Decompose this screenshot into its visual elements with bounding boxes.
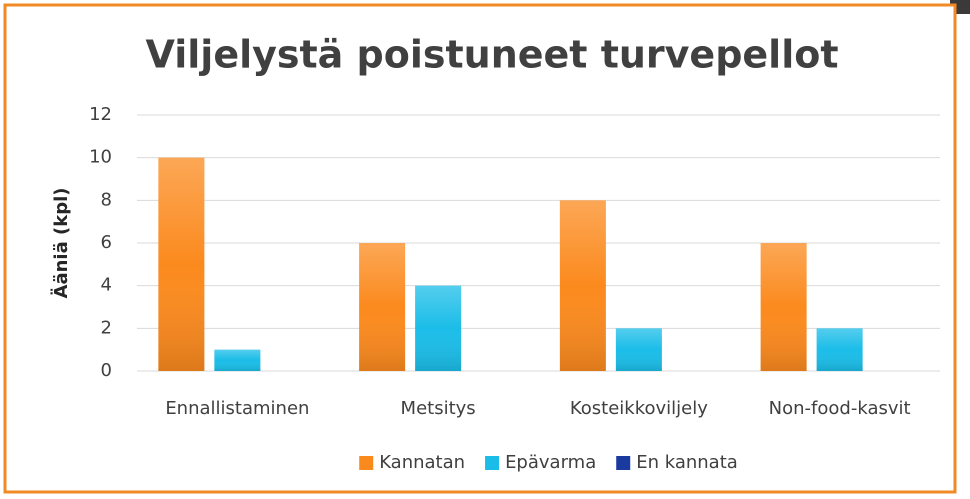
legend-swatch [616,456,631,470]
legend-label: En kannata [636,452,738,473]
y-tick-label: 12 [89,104,112,125]
bar [559,200,606,371]
bar [158,157,205,371]
bar [816,328,863,371]
x-tick-label: Metsitys [401,398,476,419]
y-tick-label: 10 [89,147,112,168]
bar [214,349,261,371]
x-tick-label: Kosteikkoviljely [570,398,708,419]
chart-title: Viljelystä poistuneet turvepellot [146,33,839,77]
x-tick-label: Non-food-kasvit [769,398,911,419]
y-tick-label: 4 [101,275,112,296]
x-tick-label: Ennallistaminen [165,398,309,419]
bar [415,285,462,371]
y-tick-label: 6 [101,232,112,253]
y-tick-label: 8 [101,189,112,210]
legend-label: Epävarma [505,452,596,473]
legend-swatch [359,456,374,470]
legend-swatch [485,456,500,470]
y-axis-label: Ääniä (kpl) [50,188,72,299]
bar [359,243,406,371]
y-tick-label: 2 [101,317,112,338]
bar [615,328,662,371]
legend-label: Kannatan [379,452,465,473]
bar [760,243,807,371]
y-tick-label: 0 [101,360,112,381]
